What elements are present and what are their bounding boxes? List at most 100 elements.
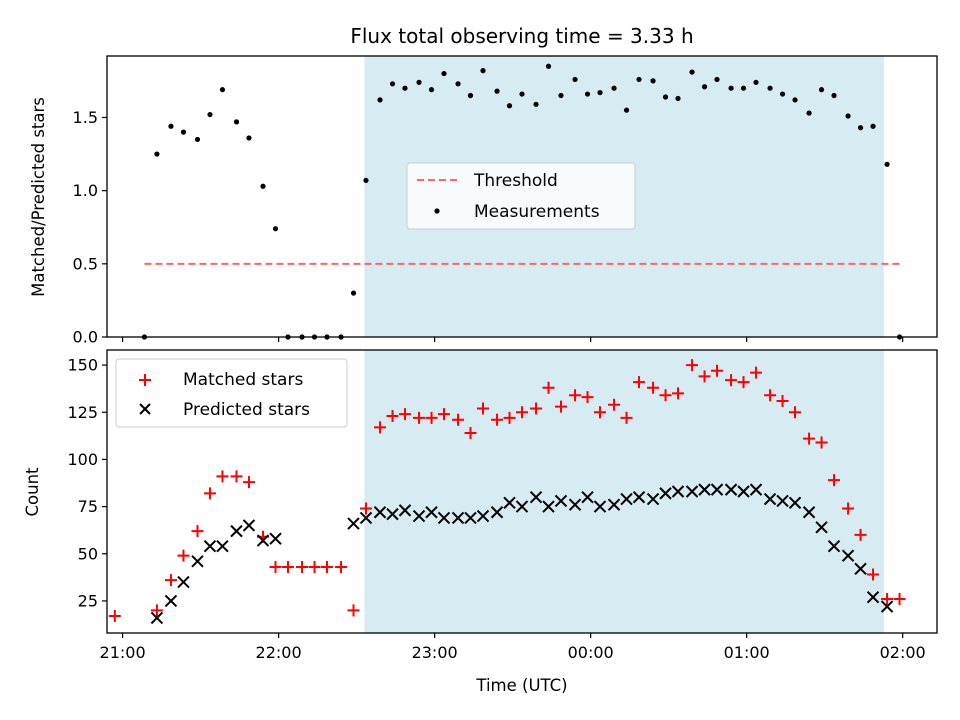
matched-star-point xyxy=(764,389,777,402)
matched-star-point xyxy=(620,411,633,424)
predicted-star-point xyxy=(749,483,763,496)
measurement-point xyxy=(402,85,408,91)
legend-matched-label: Matched stars xyxy=(183,370,303,390)
measurement-point xyxy=(494,88,500,94)
predicted-star-point xyxy=(620,492,633,506)
predicted-star-point xyxy=(412,509,426,523)
legend-top[interactable]: Threshold Measurements xyxy=(406,162,636,230)
measurement-point xyxy=(168,123,174,129)
measurement-point xyxy=(779,91,786,97)
matched-star-point xyxy=(230,470,243,483)
matched-star-point xyxy=(542,381,555,394)
predicted-star-point xyxy=(398,504,412,517)
predicted-star-point xyxy=(593,500,607,513)
matched-star-point xyxy=(150,604,163,617)
measurement-point xyxy=(818,87,825,93)
predicted-star-point xyxy=(542,500,555,513)
predicted-star-point xyxy=(763,492,777,506)
predicted-star-point xyxy=(515,500,529,513)
legend-measurements-swatch xyxy=(434,208,440,214)
matched-star-point xyxy=(320,560,333,573)
matched-star-point xyxy=(672,387,685,400)
matched-star-point xyxy=(608,398,621,411)
measurement-point xyxy=(455,81,461,87)
predicted-star-point xyxy=(710,483,724,496)
measurement-point xyxy=(194,136,201,143)
predicted-star-point xyxy=(476,509,490,523)
measurement-point xyxy=(207,111,213,118)
predicted-star-point xyxy=(347,517,360,530)
predicted-star-point xyxy=(503,496,516,510)
measurement-point xyxy=(219,87,226,93)
measurement-point xyxy=(689,69,695,75)
matched-star-point xyxy=(867,568,880,581)
matched-star-point xyxy=(815,436,828,449)
y-tick-label: 100 xyxy=(67,450,98,469)
measurement-point xyxy=(675,95,681,102)
predicted-star-point xyxy=(150,611,164,625)
measurement-point xyxy=(233,119,240,125)
predicted-star-point xyxy=(671,485,685,498)
measurement-point xyxy=(441,70,447,77)
measurement-point xyxy=(740,85,747,91)
y-tick-label: 1.5 xyxy=(73,108,98,127)
matched-star-point xyxy=(452,413,465,426)
predicted-star-point xyxy=(177,575,190,589)
matched-star-point xyxy=(569,389,582,402)
predicted-star-point xyxy=(359,511,373,525)
matched-star-point xyxy=(108,610,121,623)
predicted-star-point xyxy=(737,485,750,498)
x-tick-label: 23:00 xyxy=(412,643,458,662)
measurement-point xyxy=(884,161,890,167)
ratio-y-axis-label: Matched/Predicted stars xyxy=(29,97,48,297)
predicted-star-point xyxy=(841,549,855,562)
matched-star-point xyxy=(437,408,450,421)
matched-star-point xyxy=(164,574,177,587)
predicted-star-point xyxy=(490,506,504,519)
matched-star-point xyxy=(881,593,894,606)
measurement-point xyxy=(831,92,837,99)
legend-predicted-swatch xyxy=(139,403,151,415)
matched-star-point xyxy=(828,474,841,487)
legend-predicted-label: Predicted stars xyxy=(183,400,310,420)
matched-star-point xyxy=(203,487,216,500)
matched-star-point xyxy=(269,560,282,573)
matched-star-point xyxy=(191,525,204,538)
legend-matched-swatch xyxy=(139,374,151,386)
matched-star-point xyxy=(854,528,867,541)
panel-count-y-axis: 25 50 75 100 125 150 xyxy=(67,356,107,610)
matched-star-point xyxy=(530,402,543,415)
measurement-point xyxy=(572,76,578,83)
matched-star-point xyxy=(803,432,816,445)
x-tick-label: 22:00 xyxy=(256,643,302,662)
predicted-star-point xyxy=(425,506,438,519)
y-tick-label: 25 xyxy=(78,591,98,610)
y-tick-label: 0.0 xyxy=(73,328,98,347)
panel-ratio-frame xyxy=(106,55,938,338)
panel-ratio: 0.0 0.5 1.0 1.5 Matched/Predicted stars Thr… xyxy=(29,55,938,347)
observing-window-bottom xyxy=(364,350,884,633)
matched-star-point xyxy=(335,560,348,573)
predicted-star-point xyxy=(698,483,711,496)
predicted-star-point xyxy=(866,590,880,604)
measurement-point xyxy=(714,76,720,83)
matched-star-point xyxy=(555,400,568,413)
predicted-star-point xyxy=(451,511,465,525)
matched-star-point xyxy=(242,476,255,489)
predicted-star-point xyxy=(164,594,178,608)
matched-star-point xyxy=(464,427,477,440)
measurement-point xyxy=(416,79,422,85)
predicted-star-point xyxy=(386,507,399,521)
predicted-star-point xyxy=(607,498,621,511)
measurement-point xyxy=(389,81,396,87)
measurement-point xyxy=(584,91,591,97)
legend-top-box xyxy=(406,162,636,230)
matched-star-point xyxy=(398,408,411,421)
panel-ratio-x-axis xyxy=(122,337,904,342)
legend-bottom[interactable]: Matched stars Predicted stars xyxy=(115,358,348,428)
predicted-star-point xyxy=(581,490,594,504)
matched-star-point xyxy=(413,411,426,424)
measurement-point xyxy=(792,97,798,103)
matched-star-point xyxy=(659,389,672,402)
predicted-star-point xyxy=(191,555,204,568)
